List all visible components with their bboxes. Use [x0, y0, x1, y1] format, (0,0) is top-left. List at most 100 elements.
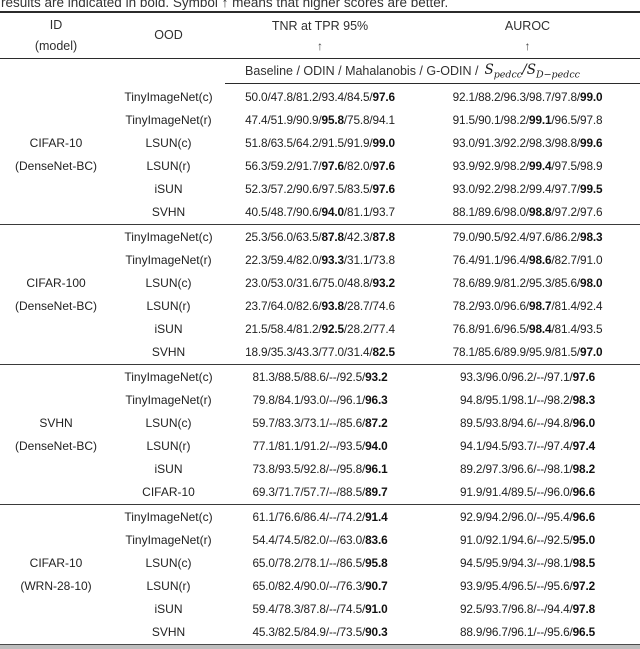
tnr-cell: 51.8/63.5/64.2/91.5/91.9/99.0	[245, 135, 395, 150]
tnr-cell: 52.3/57.2/90.6/97.5/83.5/97.6	[245, 182, 395, 197]
header-rule	[0, 58, 640, 59]
auroc-cell: 94.1/94.5/93.7/--/97.4/97.4	[459, 439, 595, 454]
table-row: TinyImageNet(c) 25.3/56.0/63.5/87.8/42.3/…	[0, 225, 640, 248]
methods-subheader: Baseline / ODIN / Mahalanobis / G-ODIN /…	[225, 59, 640, 84]
table-row: SVHN 40.5/48.7/90.6/94.0/81.1/93.7 88.1/89…	[0, 201, 640, 224]
table-row: LSUN(r) 65.0/82.4/90.0/--/76.3/90.7 93.9/9…	[0, 575, 640, 598]
tnr-cell: 45.3/82.5/84.9/--/73.5/90.3	[252, 625, 388, 640]
auroc-cell: 93.0/91.3/92.2/98.3/98.8/99.6	[452, 135, 603, 150]
tnr-cell: 50.0/47.8/81.2/93.4/84.5/97.6	[245, 89, 395, 104]
ood-cell: CIFAR-10	[142, 485, 195, 500]
tnr-cell: 61.1/76.6/86.4/--/74.2/91.4	[252, 509, 388, 524]
table-row: LSUN(r) 23.7/64.0/82.6/93.8/28.7/74.6 78.2…	[0, 295, 640, 318]
tnr-cell: 77.1/81.1/91.2/--/93.5/94.0	[252, 439, 388, 454]
auroc-cell: 92.1/88.2/96.3/98.7/97.8/99.0	[452, 89, 603, 104]
tnr-cell: 21.5/58.4/81.2/92.5/28.2/77.4	[245, 322, 395, 337]
table-row: iSUN 52.3/57.2/90.6/97.5/83.5/97.6 93.0/92…	[0, 178, 640, 201]
tnr-cell: 59.4/78.3/87.8/--/74.5/91.0	[252, 602, 388, 617]
ood-cell: iSUN	[154, 322, 183, 337]
auroc-cell: 88.9/96.7/96.1/--/95.6/96.5	[459, 625, 595, 640]
auroc-cell: 93.3/96.0/96.2/--/97.1/97.6	[459, 369, 595, 384]
table-row: LSUN(c) 51.8/63.5/64.2/91.5/91.9/99.0 93.0…	[0, 131, 640, 154]
tnr-cell: 69.3/71.7/57.7/--/88.5/89.7	[252, 485, 388, 500]
table-row: LSUN(r) 77.1/81.1/91.2/--/93.5/94.0 94.1/9…	[0, 435, 640, 458]
ood-cell: iSUN	[154, 602, 183, 617]
ood-cell: TinyImageNet(c)	[124, 229, 213, 244]
ood-cell: LSUN(c)	[145, 135, 192, 150]
header-id-model: ID (model)	[0, 13, 112, 58]
tnr-cell: 22.3/59.4/82.0/93.3/31.1/73.8	[245, 252, 395, 267]
tnr-cell: 65.0/82.4/90.0/--/76.3/90.7	[252, 579, 388, 594]
auroc-cell: 91.5/90.1/98.2/99.1/96.5/97.8	[452, 112, 603, 127]
auroc-cell: 79.0/90.5/92.4/97.6/86.2/98.3	[452, 229, 603, 244]
header-tnr-label: TNR at TPR 95%	[271, 19, 369, 33]
header-auroc: AUROC ↑	[415, 13, 640, 58]
tnr-cell: 59.7/83.3/73.1/--/85.6/87.2	[252, 415, 388, 430]
table-row: TinyImageNet(r) 79.8/84.1/93.0/--/96.1/96…	[0, 388, 640, 411]
header-tnr: TNR at TPR 95% ↑	[225, 13, 415, 58]
table-row: LSUN(c) 23.0/53.0/31.6/75.0/48.8/93.2 78.6…	[0, 271, 640, 294]
ood-cell: LSUN(r)	[146, 439, 191, 454]
ood-cell: LSUN(r)	[146, 159, 191, 174]
table-header: ID (model) OOD TNR at TPR 95% ↑ AUROC ↑	[0, 13, 640, 58]
methods-label: Baseline / ODIN / Mahalanobis / G-ODIN /	[245, 64, 479, 78]
up-arrow-icon: ↑	[317, 39, 323, 53]
auroc-cell: 93.9/95.4/96.5/--/95.6/97.2	[459, 579, 595, 594]
ood-cell: iSUN	[154, 462, 183, 477]
ood-cell: TinyImageNet(c)	[124, 509, 213, 524]
table-row: TinyImageNet(c) 61.1/76.6/86.4/--/74.2/91…	[0, 505, 640, 528]
auroc-cell: 94.8/95.1/98.1/--/98.2/98.3	[459, 392, 595, 407]
tnr-cell: 23.7/64.0/82.6/93.8/28.7/74.6	[245, 299, 395, 314]
top-rule	[0, 11, 640, 13]
table-row: TinyImageNet(c) 50.0/47.8/81.2/93.4/84.5/…	[0, 85, 640, 108]
ood-cell: TinyImageNet(r)	[125, 532, 212, 547]
header-ood: OOD	[112, 13, 225, 58]
table-caption: results are indicated in bold. Symbol ↑ …	[1, 0, 449, 10]
ood-cell: iSUN	[154, 182, 183, 197]
auroc-cell: 76.4/91.1/96.4/98.6/82.7/91.0	[452, 252, 603, 267]
up-arrow-icon: ↑	[524, 39, 531, 53]
ood-cell: TinyImageNet(r)	[125, 112, 212, 127]
auroc-cell: 94.5/95.9/94.3/--/98.1/98.5	[459, 555, 595, 570]
tnr-cell: 73.8/93.5/92.8/--/95.8/96.1	[252, 462, 388, 477]
tnr-cell: 23.0/53.0/31.6/75.0/48.8/93.2	[245, 275, 395, 290]
auroc-cell: 89.5/93.8/94.6/--/94.8/96.0	[459, 415, 595, 430]
tnr-cell: 79.8/84.1/93.0/--/96.1/96.3	[252, 392, 388, 407]
tnr-cell: 81.3/88.5/88.6/--/92.5/93.2	[252, 369, 388, 384]
tnr-cell: 18.9/35.3/43.3/77.0/31.4/82.5	[245, 345, 395, 360]
tnr-cell: 65.0/78.2/78.1/--/86.5/95.8	[252, 555, 388, 570]
ood-cell: TinyImageNet(r)	[125, 252, 212, 267]
ood-cell: LSUN(r)	[146, 299, 191, 314]
auroc-cell: 78.6/89.9/81.2/95.3/85.6/98.0	[452, 275, 603, 290]
table-row: LSUN(r) 56.3/59.2/91.7/97.6/82.0/97.6 93.9…	[0, 155, 640, 178]
table-row: LSUN(c) 59.7/83.3/73.1/--/85.6/87.2 89.5/9…	[0, 411, 640, 434]
ood-cell: SVHN	[151, 205, 186, 220]
auroc-cell: 89.2/97.3/96.6/--/98.1/98.2	[459, 462, 595, 477]
auroc-cell: 78.1/85.6/89.9/95.9/81.5/97.0	[452, 345, 603, 360]
auroc-cell: 92.5/93.7/96.8/--/94.4/97.8	[459, 602, 595, 617]
auroc-cell: 88.1/89.6/98.0/98.8/97.2/97.6	[452, 205, 603, 220]
table-group: CIFAR-100 (DenseNet-BC) TinyImageNet(c) 25.…	[0, 225, 640, 365]
tnr-cell: 40.5/48.7/90.6/94.0/81.1/93.7	[245, 205, 395, 220]
score-notation: Spedcc/SD−pedcc	[484, 61, 580, 81]
auroc-cell: 91.9/91.4/89.5/--/96.0/96.6	[459, 485, 595, 500]
table-row: iSUN 73.8/93.5/92.8/--/95.8/96.1 89.2/97.3…	[0, 458, 640, 481]
table-group: CIFAR-10 (DenseNet-BC) TinyImageNet(c) 50.0…	[0, 85, 640, 225]
id-model-label: CIFAR-10 (DenseNet-BC)	[14, 135, 98, 173]
auroc-cell: 93.0/92.2/98.2/99.4/97.7/99.5	[452, 182, 603, 197]
auroc-cell: 78.2/93.0/96.6/98.7/81.4/92.4	[452, 299, 603, 314]
bottom-rule	[0, 644, 640, 645]
id-model-label: SVHN (DenseNet-BC)	[14, 415, 98, 453]
ood-cell: LSUN(c)	[145, 555, 192, 570]
bottom-rule-band	[0, 645, 640, 649]
table-body: CIFAR-10 (DenseNet-BC) TinyImageNet(c) 50.0…	[0, 85, 640, 644]
ood-cell: LSUN(c)	[145, 415, 192, 430]
table-row: iSUN 59.4/78.3/87.8/--/74.5/91.0 92.5/93.7…	[0, 598, 640, 621]
header-auroc-label: AUROC	[504, 19, 551, 33]
table-row: TinyImageNet(r) 54.4/74.5/82.0/--/63.0/83…	[0, 528, 640, 551]
ood-cell: TinyImageNet(c)	[124, 369, 213, 384]
ood-cell: TinyImageNet(r)	[125, 392, 212, 407]
table-group: CIFAR-10 (WRN-28-10) TinyImageNet(c) 61.1/7…	[0, 505, 640, 644]
tnr-cell: 54.4/74.5/82.0/--/63.0/83.6	[252, 532, 388, 547]
